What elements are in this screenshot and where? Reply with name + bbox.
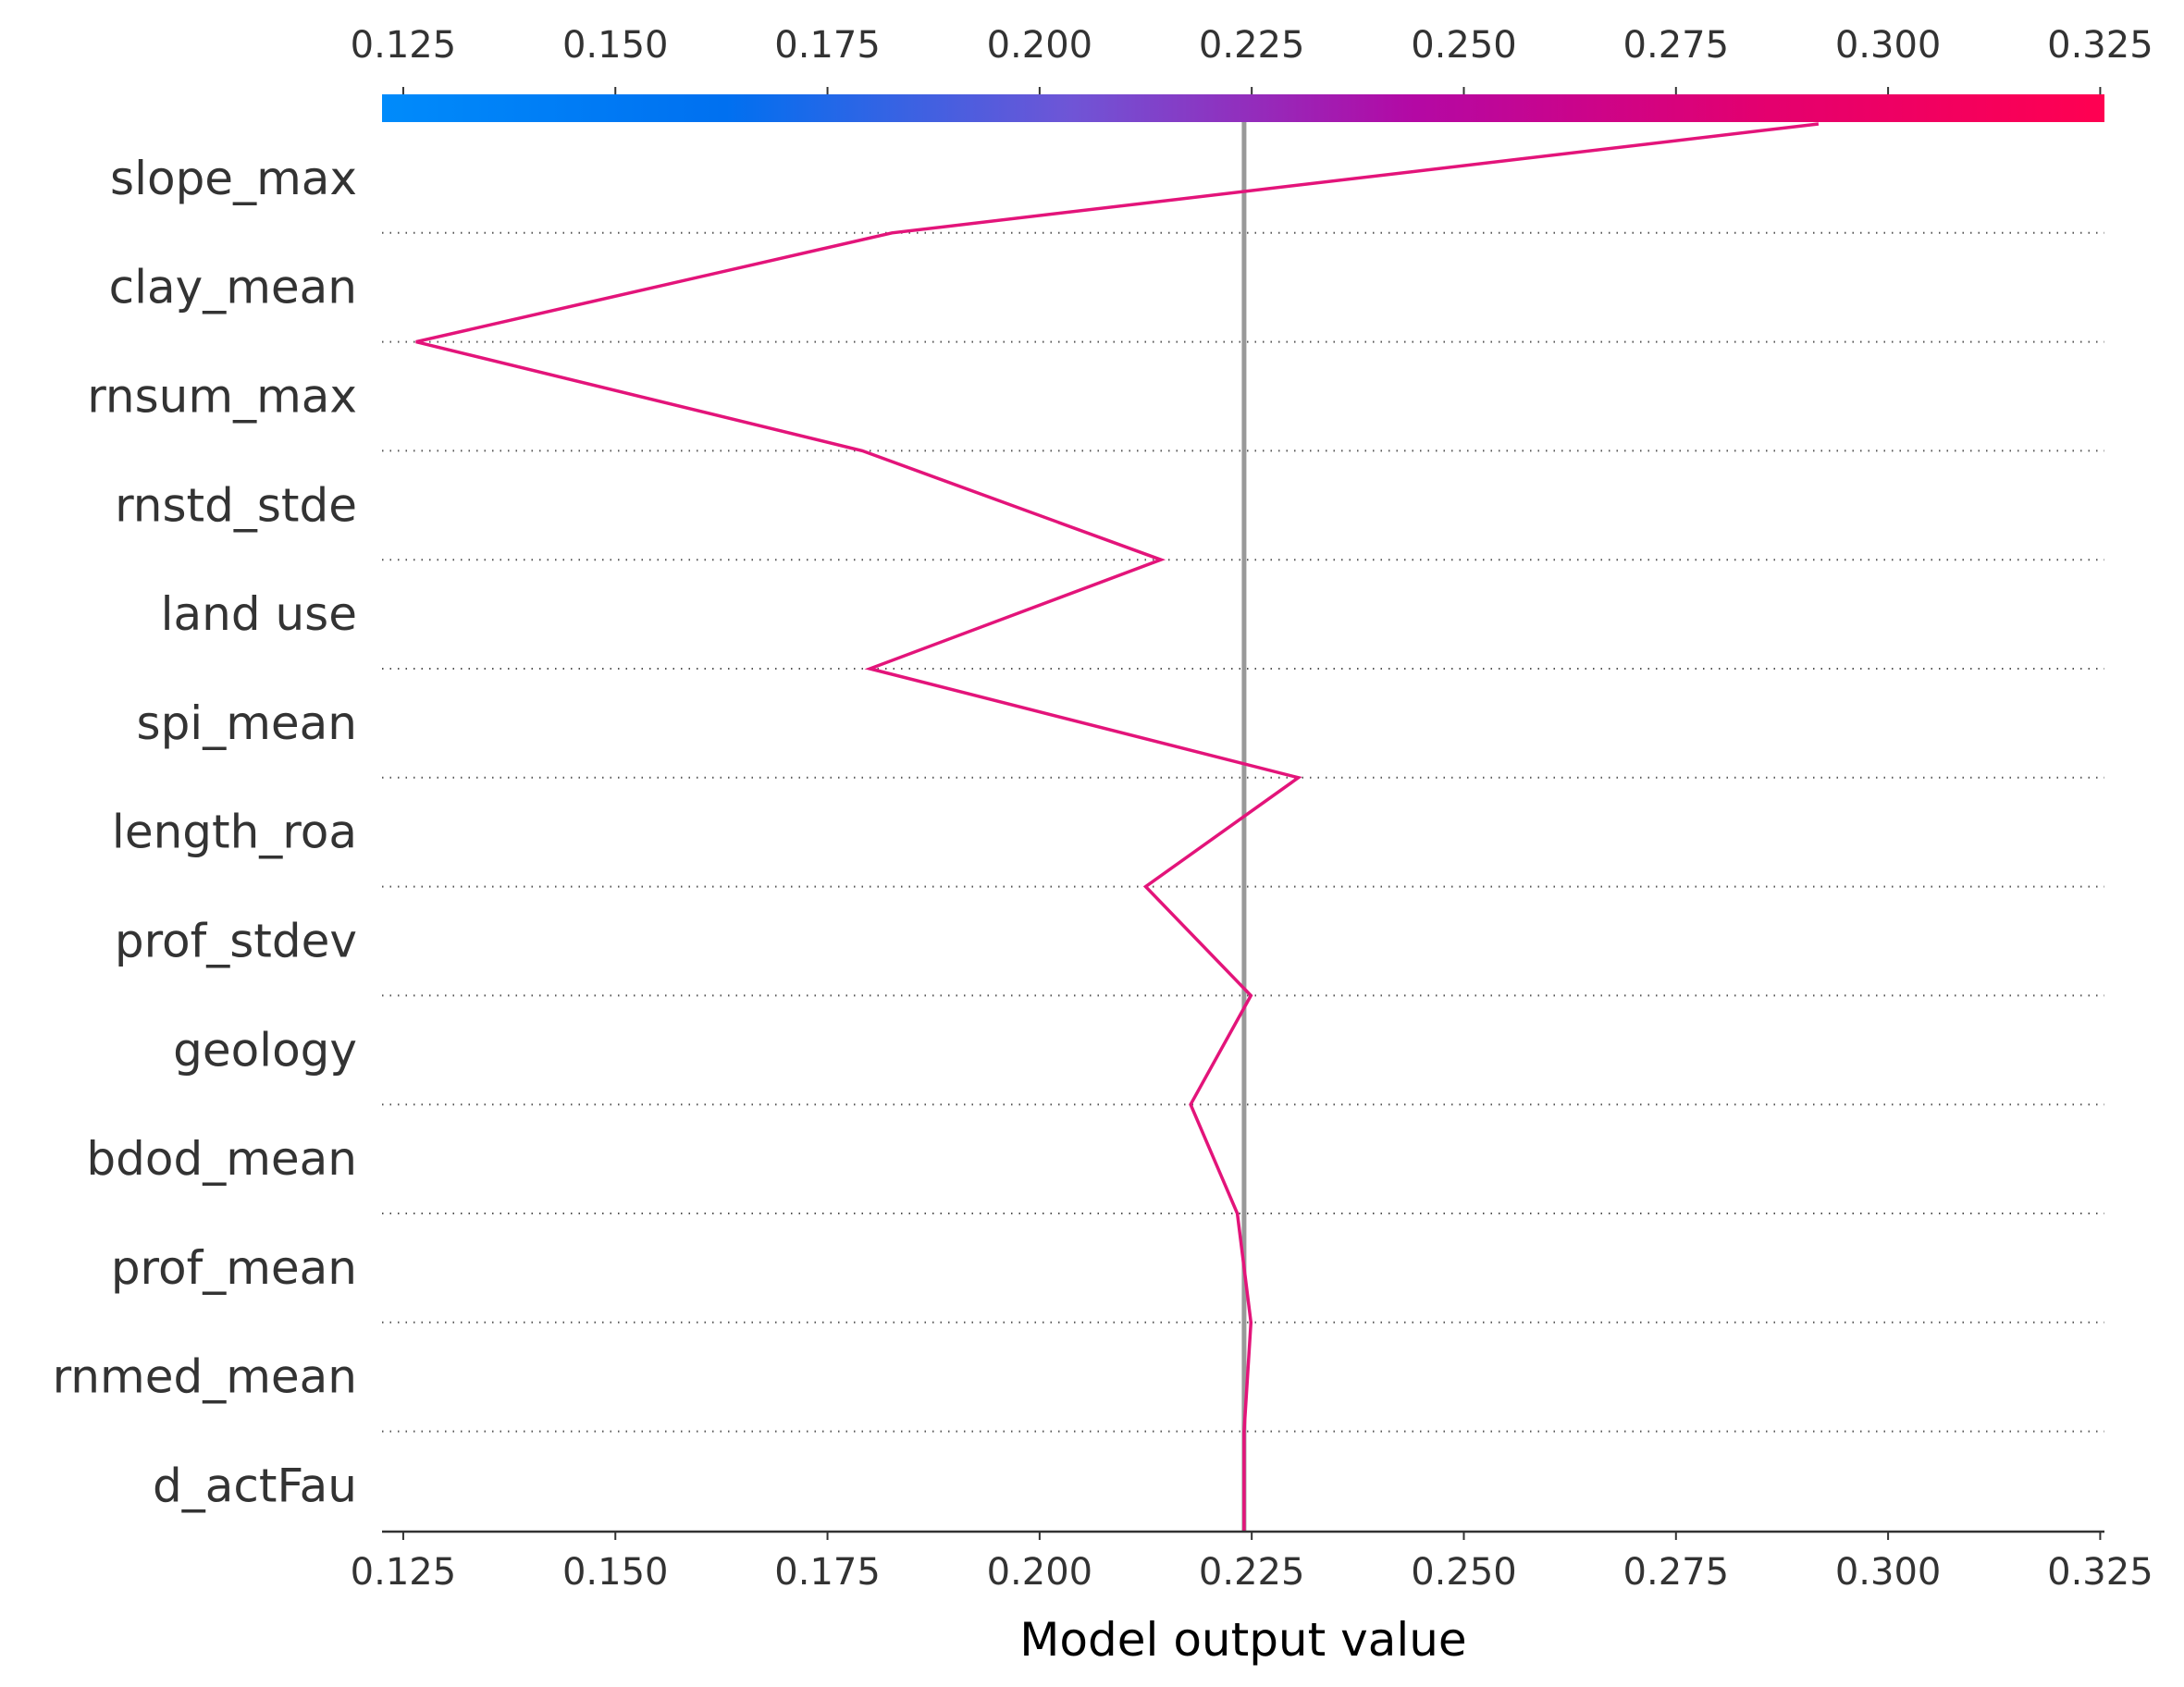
feature-label: rnstd_stde	[115, 478, 357, 532]
bottom-tick-label: 0.150	[562, 1551, 669, 1594]
bottom-axis-ticks: 0.125 0.150 0.175 0.200 0.225 0.250 0.275 0.300…	[351, 1532, 2153, 1594]
feature-label: d_actFau	[153, 1459, 357, 1513]
feature-label: rnmed_mean	[53, 1350, 357, 1404]
feature-label: spi_mean	[137, 696, 357, 750]
feature-label: prof_mean	[111, 1241, 357, 1295]
bottom-tick-label: 0.125	[351, 1551, 457, 1594]
decision-path-line	[415, 122, 1820, 1532]
top-tick-label: 0.175	[774, 24, 881, 67]
top-tick-label: 0.150	[562, 24, 669, 67]
feature-label: rnsum_max	[87, 370, 357, 424]
top-tick-label: 0.200	[987, 24, 1093, 67]
feature-label: bdod_mean	[86, 1132, 357, 1186]
bottom-tick-label: 0.225	[1199, 1551, 1305, 1594]
x-axis-title: Model output value	[1019, 1613, 1466, 1667]
bottom-tick-label: 0.200	[987, 1551, 1093, 1594]
feature-labels: slope_max clay_mean rnsum_max rnstd_stdelan…	[53, 152, 357, 1513]
top-tick-label: 0.250	[1411, 24, 1517, 67]
top-axis-ticks: 0.125 0.150 0.175 0.200 0.225 0.250 0.275 0.300…	[351, 24, 2153, 94]
colorbar	[382, 94, 2104, 122]
feature-label: length_roa	[112, 806, 357, 859]
top-tick-label: 0.275	[1623, 24, 1730, 67]
bottom-tick-label: 0.175	[774, 1551, 881, 1594]
feature-label: geology	[173, 1023, 357, 1077]
feature-label: prof_stdev	[115, 915, 357, 968]
top-tick-label: 0.300	[1835, 24, 1942, 67]
top-tick-label: 0.125	[351, 24, 457, 67]
bottom-tick-label: 0.300	[1835, 1551, 1942, 1594]
top-tick-label: 0.225	[1199, 24, 1305, 67]
feature-label: clay_mean	[109, 261, 357, 314]
bottom-tick-label: 0.275	[1623, 1551, 1730, 1594]
feature-label: land use	[161, 587, 357, 641]
top-tick-label: 0.325	[2047, 24, 2153, 67]
bottom-tick-label: 0.325	[2047, 1551, 2153, 1594]
bottom-tick-label: 0.250	[1411, 1551, 1517, 1594]
feature-label: slope_max	[110, 152, 357, 205]
